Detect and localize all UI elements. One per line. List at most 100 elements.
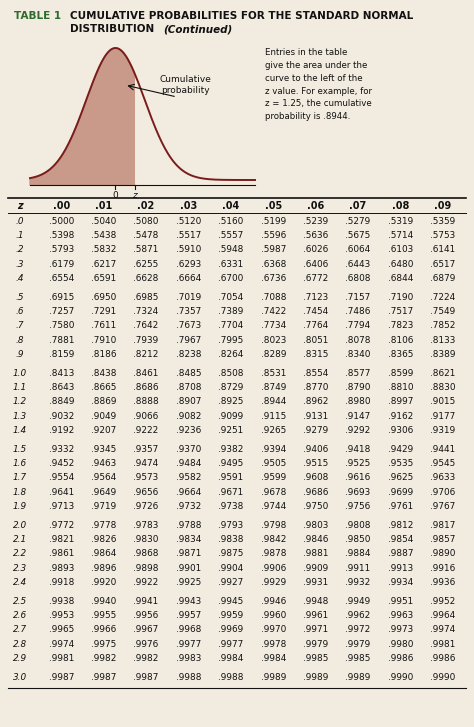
Text: .9922: .9922 — [133, 578, 159, 587]
Text: .5753: .5753 — [430, 231, 456, 240]
Text: .9750: .9750 — [303, 502, 328, 511]
Text: .8749: .8749 — [261, 383, 287, 392]
Text: .9974: .9974 — [430, 625, 456, 635]
Text: .9706: .9706 — [430, 488, 456, 497]
Text: .8810: .8810 — [388, 383, 414, 392]
Text: .8106: .8106 — [388, 336, 414, 345]
Text: .9961: .9961 — [303, 611, 328, 620]
Text: .9881: .9881 — [303, 550, 329, 558]
Text: 2.0: 2.0 — [13, 521, 27, 530]
Text: .05: .05 — [265, 201, 283, 211]
Text: .8264: .8264 — [219, 350, 244, 359]
Text: z: z — [132, 191, 137, 200]
Text: .8289: .8289 — [261, 350, 287, 359]
Text: .9099: .9099 — [219, 411, 244, 421]
Text: .9984: .9984 — [219, 654, 244, 663]
Text: .6368: .6368 — [261, 260, 287, 268]
Text: .9418: .9418 — [346, 445, 371, 454]
Text: .9821: .9821 — [49, 535, 75, 545]
Text: .9941: .9941 — [133, 597, 159, 606]
Text: .9452: .9452 — [49, 459, 74, 468]
Text: .9987: .9987 — [91, 673, 117, 682]
Text: 1.3: 1.3 — [13, 411, 27, 421]
Text: .9251: .9251 — [219, 426, 244, 435]
Text: 2.2: 2.2 — [13, 550, 27, 558]
Text: .9207: .9207 — [91, 426, 117, 435]
Text: .9772: .9772 — [49, 521, 74, 530]
Text: .9850: .9850 — [346, 535, 371, 545]
Text: .6591: .6591 — [91, 274, 117, 283]
Text: .5438: .5438 — [91, 231, 117, 240]
Text: .9854: .9854 — [388, 535, 414, 545]
Text: .5319: .5319 — [388, 217, 414, 226]
Text: .9834: .9834 — [176, 535, 202, 545]
Text: .08: .08 — [392, 201, 410, 211]
Text: .8133: .8133 — [430, 336, 456, 345]
Text: .9830: .9830 — [133, 535, 159, 545]
Text: .06: .06 — [307, 201, 325, 211]
Text: .9986: .9986 — [388, 654, 414, 663]
Text: .9798: .9798 — [261, 521, 287, 530]
Text: .6064: .6064 — [346, 246, 371, 254]
Text: .09: .09 — [434, 201, 452, 211]
Text: .9913: .9913 — [388, 563, 414, 573]
Text: .9744: .9744 — [261, 502, 287, 511]
Text: .9960: .9960 — [261, 611, 287, 620]
Text: .9976: .9976 — [133, 640, 159, 648]
Text: 0: 0 — [113, 191, 118, 200]
Text: .5398: .5398 — [49, 231, 75, 240]
Text: .9948: .9948 — [303, 597, 328, 606]
Text: .9943: .9943 — [176, 597, 201, 606]
Text: .5987: .5987 — [261, 246, 287, 254]
Text: .9951: .9951 — [388, 597, 414, 606]
Text: .9875: .9875 — [219, 550, 244, 558]
Text: .5160: .5160 — [219, 217, 244, 226]
Text: .00: .00 — [54, 201, 71, 211]
Text: .9909: .9909 — [303, 563, 328, 573]
Text: .1: .1 — [16, 231, 24, 240]
Text: .5636: .5636 — [303, 231, 328, 240]
Text: .9686: .9686 — [303, 488, 328, 497]
Text: .9983: .9983 — [176, 654, 202, 663]
Text: .8389: .8389 — [430, 350, 456, 359]
Text: .5557: .5557 — [219, 231, 244, 240]
Text: 1.2: 1.2 — [13, 398, 27, 406]
Text: .7823: .7823 — [388, 321, 414, 330]
Text: .9573: .9573 — [133, 473, 159, 483]
Text: .9988: .9988 — [218, 673, 244, 682]
Text: .9977: .9977 — [176, 640, 201, 648]
Text: .9319: .9319 — [430, 426, 456, 435]
Text: .9978: .9978 — [261, 640, 287, 648]
Text: .7910: .7910 — [91, 336, 117, 345]
Text: .9767: .9767 — [430, 502, 456, 511]
Text: 1.1: 1.1 — [13, 383, 27, 392]
Text: .5910: .5910 — [176, 246, 201, 254]
Text: .5832: .5832 — [91, 246, 117, 254]
Text: .9980: .9980 — [388, 640, 414, 648]
Text: .7: .7 — [16, 321, 24, 330]
Text: .6628: .6628 — [133, 274, 159, 283]
Text: .9927: .9927 — [219, 578, 244, 587]
Text: .9936: .9936 — [430, 578, 456, 587]
Text: .6179: .6179 — [49, 260, 74, 268]
Text: .7517: .7517 — [388, 308, 414, 316]
Text: .7794: .7794 — [346, 321, 371, 330]
Text: .7764: .7764 — [303, 321, 328, 330]
Text: 1.7: 1.7 — [13, 473, 27, 483]
Text: .8186: .8186 — [91, 350, 117, 359]
Text: .9115: .9115 — [261, 411, 287, 421]
Text: .9975: .9975 — [91, 640, 117, 648]
Text: .8686: .8686 — [133, 383, 159, 392]
Text: .6879: .6879 — [430, 274, 456, 283]
Text: z: z — [17, 201, 23, 211]
Text: .9495: .9495 — [219, 459, 244, 468]
Text: .9864: .9864 — [91, 550, 117, 558]
Text: .8925: .8925 — [219, 398, 244, 406]
Text: .9: .9 — [16, 350, 24, 359]
Text: .7291: .7291 — [91, 308, 117, 316]
Text: .9641: .9641 — [49, 488, 74, 497]
Text: .9953: .9953 — [49, 611, 74, 620]
Text: .8508: .8508 — [218, 369, 244, 378]
Text: .5948: .5948 — [219, 246, 244, 254]
Text: .8729: .8729 — [219, 383, 244, 392]
